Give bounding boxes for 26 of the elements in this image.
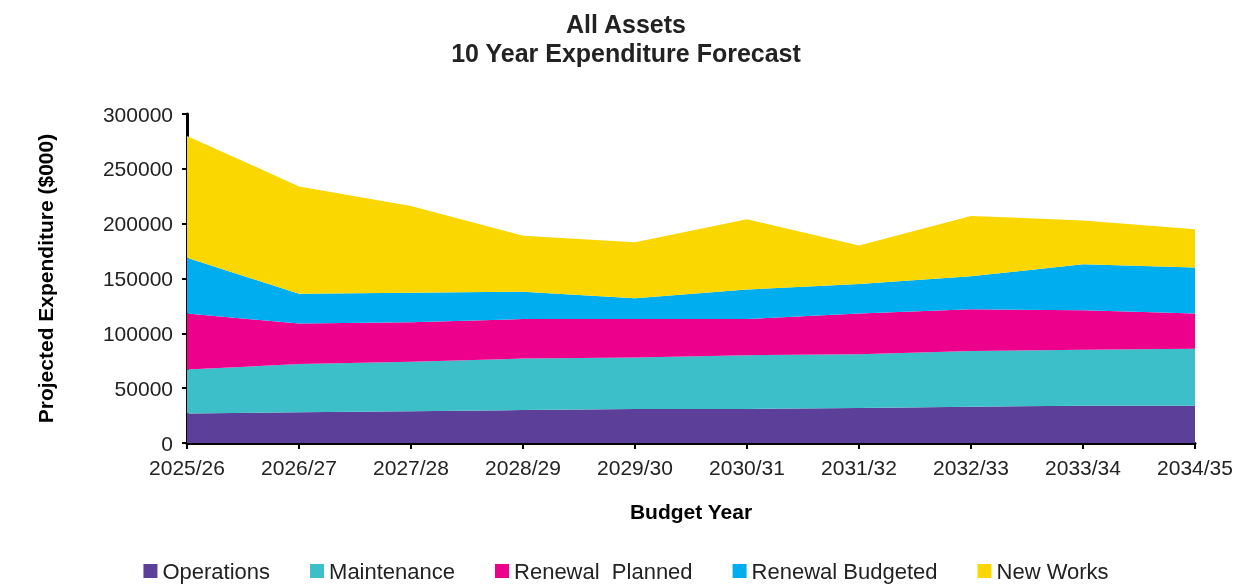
x-tick-label: 2029/30 — [597, 456, 673, 479]
x-tick-label: 2025/26 — [149, 456, 225, 479]
chart-title: All Assets — [566, 9, 686, 38]
x-tick-label: 2034/35 — [1157, 456, 1233, 479]
y-tick-label: 150000 — [102, 267, 173, 290]
legend-label: Maintenance — [329, 558, 456, 584]
legend-label: Renewal Budgeted — [751, 558, 938, 584]
x-tick-label: 2026/27 — [261, 456, 337, 479]
legend-label: Operations — [162, 558, 271, 584]
y-tick-label: 250000 — [102, 157, 173, 181]
y-tick-label: 0 — [161, 431, 173, 455]
y-tick-label: 50000 — [114, 376, 173, 400]
y-tick-label: 300000 — [102, 102, 173, 126]
legend-label: New Works — [996, 558, 1109, 584]
chart-subtitle: 10 Year Expenditure Forecast — [451, 38, 802, 67]
x-tick-label: 2030/31 — [709, 456, 785, 479]
x-tick-label: 2028/29 — [485, 456, 561, 479]
y-axis-title: Projected Expenditure ($000) — [33, 133, 57, 424]
x-tick-label: 2033/34 — [1045, 456, 1122, 479]
x-axis-title: Budget Year — [629, 500, 753, 523]
x-tick-label: 2032/33 — [933, 456, 1009, 479]
legend-label: Renewal Planned — [514, 558, 693, 584]
x-tick-label: 2027/28 — [373, 456, 449, 479]
y-tick-label: 100000 — [102, 321, 173, 345]
x-tick-label: 2031/32 — [821, 456, 897, 479]
y-tick-label: 200000 — [102, 212, 173, 236]
